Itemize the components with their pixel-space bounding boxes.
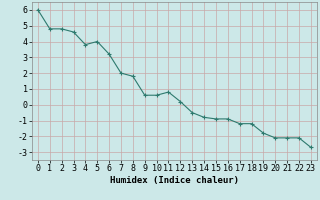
X-axis label: Humidex (Indice chaleur): Humidex (Indice chaleur) <box>110 176 239 185</box>
